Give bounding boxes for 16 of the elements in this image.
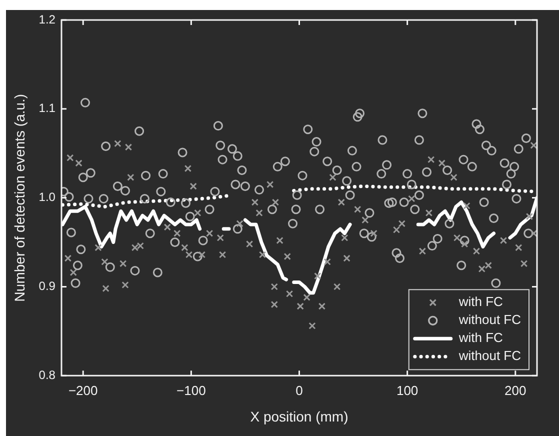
y-tick-label: 1.1 (38, 101, 56, 116)
x-tick-label: −100 (176, 382, 206, 398)
x-tick-label: 200 (504, 382, 526, 398)
y-axis-title: Number of detection events (a.u.) (11, 94, 28, 302)
y-tick-label: 0.9 (38, 279, 56, 294)
x-axis-title: X position (mm) (250, 408, 348, 424)
legend-label: with FC (458, 294, 503, 310)
x-tick-label: −200 (68, 382, 98, 398)
y-tick-label: 0.8 (38, 368, 56, 382)
y-tick-label: 1.0 (38, 190, 56, 204)
y-tick-label: 1.2 (38, 12, 56, 26)
legend-label: without FC (458, 312, 522, 328)
x-tick-label: 100 (396, 382, 418, 398)
x-tick-label: 0 (296, 382, 303, 398)
legend-label: with FC (458, 330, 503, 346)
legend-label: without FC (458, 348, 522, 364)
